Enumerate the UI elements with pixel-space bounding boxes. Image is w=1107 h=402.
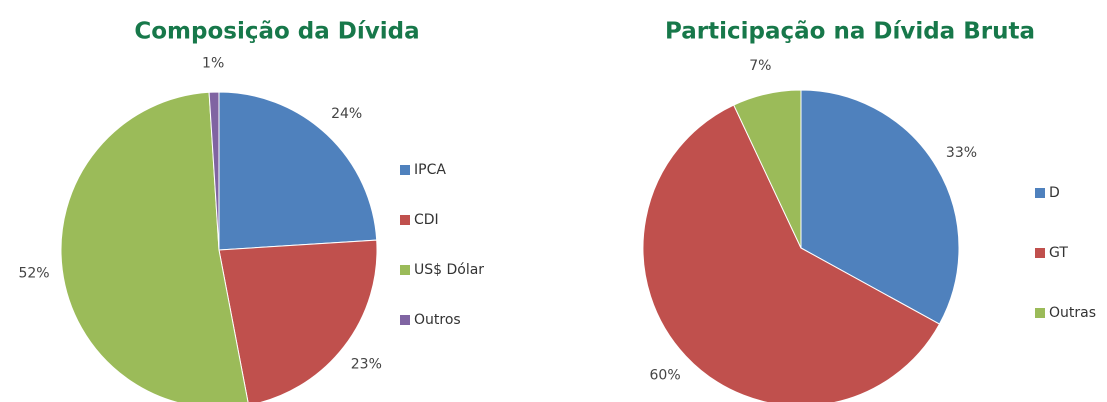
pie-slice [208,91,220,251]
data-label: 52% [18,265,49,281]
data-label: 24% [331,106,362,122]
data-label: 1% [202,56,224,72]
legend-label: D [1049,185,1060,201]
legend-label: IPCA [414,162,446,178]
data-label: 7% [749,58,771,74]
pie-slice [642,104,941,402]
chart-title: Participação na Dívida Bruta [665,19,1035,45]
pie-slice [733,89,802,249]
legend-swatch [400,165,410,175]
pie-slice [218,239,378,402]
chart-title: Composição da Dívida [134,19,419,45]
legend-swatch [1035,248,1045,258]
legend-swatch [400,265,410,275]
legend-label: Outros [414,312,461,328]
legend-swatch [1035,308,1045,318]
legend-label: Outras [1049,305,1096,321]
legend-label: GT [1049,245,1068,261]
legend-label: US$ Dólar [414,262,484,278]
legend-swatch [400,215,410,225]
legend-label: CDI [414,212,439,228]
pie-slice [60,91,249,402]
data-label: 60% [650,368,681,384]
legend-swatch [400,315,410,325]
legend-swatch [1035,188,1045,198]
data-label: 23% [351,356,382,372]
pie-slice [218,91,378,251]
pie-slice [800,89,960,325]
data-label: 33% [946,145,977,161]
